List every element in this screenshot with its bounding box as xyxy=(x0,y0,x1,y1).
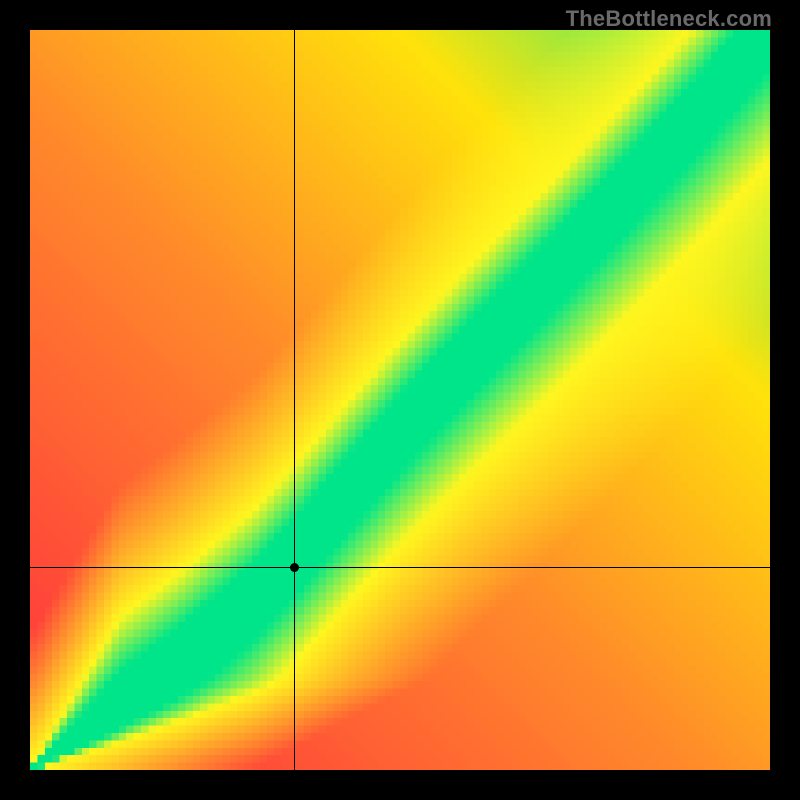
bottleneck-heatmap xyxy=(30,30,770,770)
watermark-text: TheBottleneck.com xyxy=(566,6,772,32)
crosshair-vertical xyxy=(294,30,295,770)
figure-container: TheBottleneck.com xyxy=(0,0,800,800)
plot-area xyxy=(30,30,770,770)
crosshair-horizontal xyxy=(30,567,770,568)
crosshair-marker-dot xyxy=(290,563,299,572)
